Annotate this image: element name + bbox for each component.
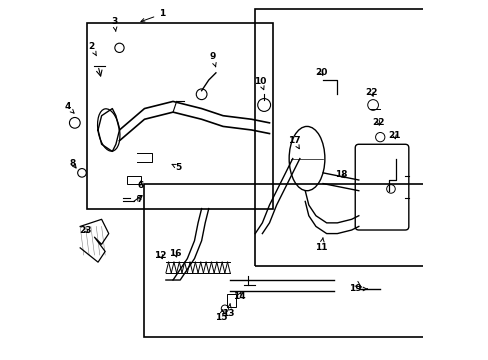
- Text: 23: 23: [79, 225, 92, 234]
- Text: 21: 21: [387, 131, 400, 140]
- Text: 1: 1: [141, 9, 165, 22]
- Text: 11: 11: [314, 238, 327, 252]
- Text: 9: 9: [209, 52, 216, 67]
- Text: 12: 12: [154, 251, 166, 260]
- Text: 15: 15: [215, 310, 227, 322]
- Text: 2: 2: [87, 41, 96, 56]
- Bar: [255, 9, 488, 266]
- Text: 20: 20: [314, 68, 327, 77]
- Bar: [87, 23, 272, 208]
- Text: 3: 3: [111, 17, 117, 31]
- Text: 14: 14: [232, 292, 245, 301]
- Text: 19: 19: [348, 284, 366, 293]
- Text: 8: 8: [70, 159, 76, 168]
- Text: 10: 10: [254, 77, 266, 90]
- Text: 6: 6: [138, 181, 144, 190]
- Text: 5: 5: [172, 163, 181, 172]
- Text: 17: 17: [287, 136, 300, 149]
- Bar: [126, 176, 141, 184]
- Bar: [144, 184, 429, 337]
- Text: 7: 7: [136, 195, 142, 204]
- Text: 16: 16: [168, 249, 181, 258]
- Text: 18: 18: [334, 170, 346, 179]
- Text: 22: 22: [371, 118, 384, 127]
- Bar: [226, 294, 235, 307]
- Text: 4: 4: [64, 102, 74, 113]
- Text: 22: 22: [365, 88, 377, 97]
- Text: 13: 13: [222, 304, 234, 319]
